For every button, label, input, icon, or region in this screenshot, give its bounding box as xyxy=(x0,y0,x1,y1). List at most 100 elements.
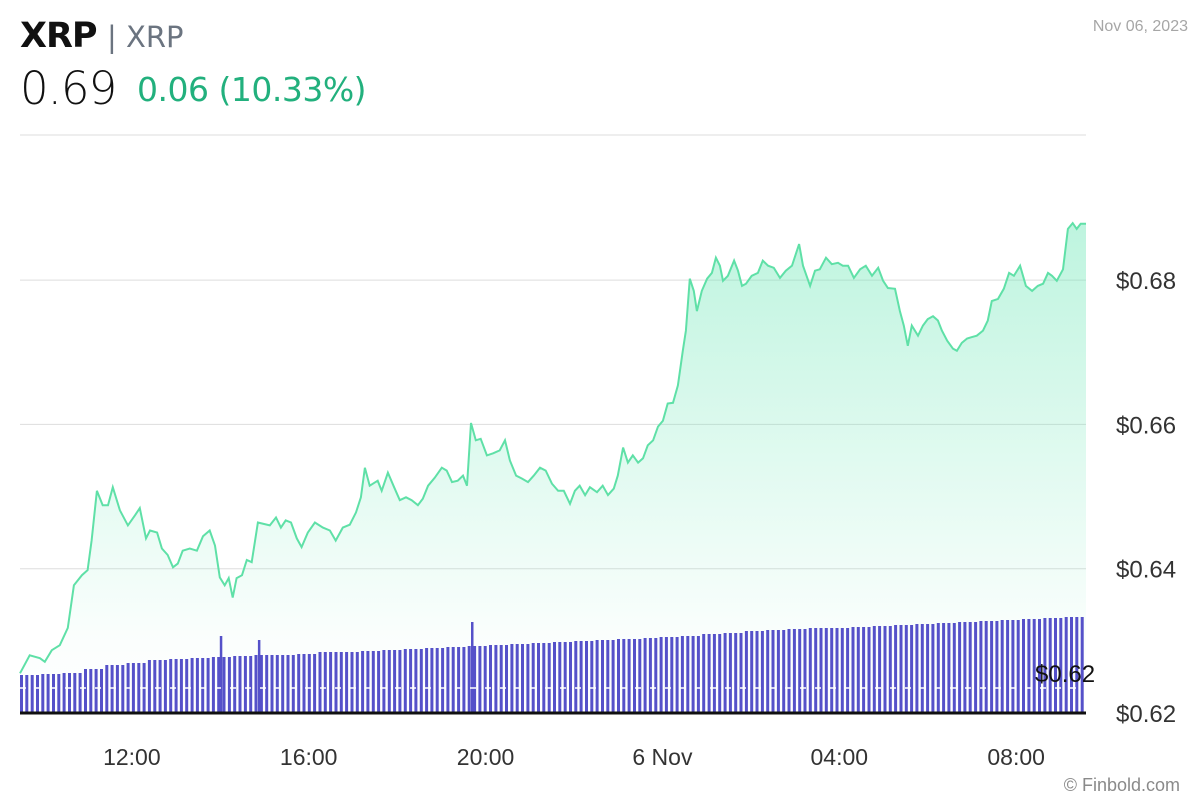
volume-bar-spike xyxy=(471,622,474,713)
volume-bar xyxy=(393,650,397,713)
volume-bar xyxy=(505,645,508,713)
volume-bar xyxy=(249,656,253,713)
volume-bar xyxy=(259,655,263,713)
volume-bar xyxy=(206,658,210,713)
volume-bar xyxy=(750,631,754,713)
volume-bar xyxy=(728,633,732,713)
volume-bar xyxy=(473,646,477,713)
volume-bar xyxy=(131,663,135,713)
volume-bar xyxy=(446,647,450,713)
volume-bar xyxy=(62,673,66,713)
chart-date: Nov 06, 2023 xyxy=(1092,18,1188,35)
volume-bar xyxy=(606,640,610,713)
volume-bar xyxy=(36,675,39,713)
volume-bar xyxy=(1054,618,1057,713)
volume-bar xyxy=(355,652,359,713)
volume-bar xyxy=(435,648,439,713)
volume-bar xyxy=(840,628,844,713)
volume-bar xyxy=(830,628,834,713)
volume-bar xyxy=(846,628,850,713)
volume-bar xyxy=(275,655,279,713)
volume-bar xyxy=(89,669,93,713)
volume-bar xyxy=(105,665,109,713)
volume-bar xyxy=(563,642,567,713)
volume-bar xyxy=(638,639,642,713)
volume-bar xyxy=(211,657,215,713)
volume-bar xyxy=(409,649,413,713)
volume-bar xyxy=(478,646,482,713)
volume-bar xyxy=(1038,619,1041,713)
y-tick-label: $0.62 xyxy=(1116,701,1176,728)
volume-bar xyxy=(936,623,940,713)
volume-bar xyxy=(723,633,727,713)
volume-bar xyxy=(1022,619,1025,713)
volume-bar xyxy=(110,665,114,713)
volume-bar xyxy=(814,628,818,713)
volume-bar xyxy=(286,655,290,713)
volume-bar xyxy=(1075,617,1079,713)
y-tick-label: $0.64 xyxy=(1116,557,1176,584)
volume-bar xyxy=(787,629,791,713)
volume-bar xyxy=(222,657,226,713)
current-price: 0.69 xyxy=(20,62,117,115)
volume-bar xyxy=(451,647,455,713)
volume-bar xyxy=(94,669,98,713)
volume-bar xyxy=(654,638,658,713)
volume-bar xyxy=(537,643,540,713)
volume-bar xyxy=(744,631,748,713)
finbold-credit[interactable]: © Finbold.com xyxy=(1064,775,1180,795)
volume-bar xyxy=(441,648,445,713)
volume-bar xyxy=(291,655,295,713)
volume-bar xyxy=(243,656,247,713)
volume-bar xyxy=(968,622,972,713)
price-line xyxy=(19,221,1086,674)
volume-bar xyxy=(734,633,738,713)
volume-bar xyxy=(696,636,700,713)
volume-bar xyxy=(1027,619,1031,713)
volume-bar xyxy=(510,644,514,713)
volume-bar xyxy=(158,660,162,713)
volume-bar xyxy=(1064,617,1068,713)
x-tick-label: 08:00 xyxy=(987,744,1045,770)
volume-bar xyxy=(824,628,828,713)
y-tick-label: $0.66 xyxy=(1116,412,1176,439)
volume-bar xyxy=(30,675,34,713)
volume-bar xyxy=(776,630,780,713)
volume-bar xyxy=(601,640,604,713)
volume-bar xyxy=(558,642,562,713)
volume-bar xyxy=(190,658,194,713)
volume-bar xyxy=(313,654,317,713)
volume-bar xyxy=(526,644,530,713)
volume-bar xyxy=(467,646,471,713)
volume-bar xyxy=(25,675,29,713)
volume-bar xyxy=(633,639,636,713)
volume-bar xyxy=(915,624,919,713)
x-tick-label: 12:00 xyxy=(103,744,161,770)
volume-bar xyxy=(1043,618,1047,713)
volume-bar xyxy=(718,634,722,713)
volume-bar xyxy=(766,630,770,713)
volume-bar xyxy=(483,646,487,713)
volume-bar xyxy=(339,652,343,713)
volume-bar xyxy=(942,623,946,713)
y-tick-label: $0.68 xyxy=(1116,268,1176,295)
volume-bar xyxy=(947,623,951,713)
volume-bar xyxy=(137,663,141,713)
volume-bar xyxy=(302,654,306,713)
volume-bar xyxy=(382,650,386,713)
volume-bar xyxy=(851,627,855,713)
volume-bar xyxy=(782,630,786,713)
volume-bar xyxy=(952,623,956,713)
volume-bar xyxy=(20,675,23,713)
volume-bar xyxy=(803,629,807,713)
volume-bar xyxy=(888,626,892,713)
volume-bar xyxy=(910,625,914,713)
volume-bar xyxy=(227,657,231,713)
volume-bar xyxy=(899,625,903,713)
volume-bar xyxy=(931,624,935,713)
volume-bar xyxy=(611,640,615,713)
volume-bar xyxy=(163,660,167,713)
volume-bar xyxy=(281,655,285,713)
volume-bar xyxy=(201,658,205,713)
price-area xyxy=(20,223,1086,713)
